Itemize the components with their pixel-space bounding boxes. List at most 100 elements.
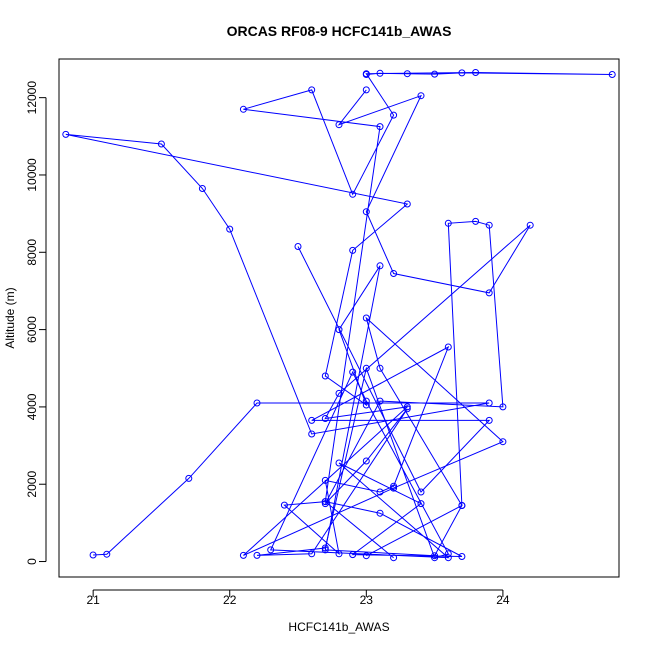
y-tick-label: 4000 [25, 393, 39, 420]
data-point [335, 326, 343, 334]
data-point [308, 416, 316, 424]
data-point [321, 372, 329, 380]
data-point [499, 438, 507, 446]
data-point [485, 221, 493, 229]
data-point [485, 399, 493, 407]
x-tick-label: 22 [223, 593, 237, 607]
data-point [335, 550, 343, 558]
data-point [253, 399, 261, 407]
series-points [62, 69, 616, 562]
data-point [321, 498, 329, 506]
data-point [431, 552, 439, 560]
series-lines [65, 71, 613, 559]
data-point [458, 553, 466, 560]
data-point [362, 552, 370, 560]
data-point [403, 405, 411, 413]
y-tick-label: 10000 [25, 158, 39, 192]
data-point [390, 554, 398, 562]
data-point [362, 86, 370, 94]
data-point [403, 200, 411, 208]
data-point [499, 403, 507, 411]
data-point [444, 554, 452, 562]
y-tick-label: 8000 [25, 239, 39, 266]
data-point [362, 401, 370, 409]
data-point [362, 208, 370, 216]
data-point [362, 364, 370, 372]
data-point [431, 70, 439, 78]
data-point [403, 70, 411, 78]
data-point [390, 270, 398, 277]
data-point [362, 457, 370, 465]
data-point [362, 397, 370, 405]
data-point [362, 70, 370, 78]
data-point [444, 219, 452, 227]
x-axis: 21 22 23 24 [86, 589, 510, 607]
data-point [376, 488, 384, 496]
data-point [239, 105, 247, 113]
data-point [458, 502, 466, 509]
y-tick-label: 0 [25, 558, 39, 565]
data-point [253, 551, 261, 559]
data-point [185, 474, 193, 482]
data-point [335, 389, 343, 397]
series-line [65, 89, 531, 557]
data-point [444, 343, 452, 351]
data-point [308, 550, 316, 558]
y-tick-label: 12000 [25, 81, 39, 115]
data-point [321, 544, 329, 552]
data-point [472, 69, 480, 76]
data-point [335, 121, 343, 129]
data-point [280, 501, 288, 509]
data-point [376, 397, 384, 405]
data-point [376, 262, 384, 270]
chart-title: ORCAS RF08-9 HCFC141b_AWAS [227, 23, 452, 39]
series-line [256, 220, 504, 559]
x-tick-label: 23 [360, 593, 374, 607]
y-axis-label: Altitude (m) [3, 287, 17, 348]
data-point [349, 368, 357, 376]
data-point [157, 140, 165, 148]
data-point [267, 546, 275, 554]
series-line [243, 71, 613, 556]
data-point [376, 69, 384, 77]
data-point [390, 484, 398, 492]
data-point [89, 551, 97, 559]
data-point [321, 476, 329, 484]
data-point [321, 546, 329, 554]
data-point [103, 550, 111, 558]
data-point [349, 190, 357, 198]
data-point [431, 554, 439, 562]
data-point [444, 550, 452, 558]
data-point [417, 92, 425, 100]
data-point [239, 551, 247, 559]
data-point [417, 500, 425, 508]
data-point [390, 111, 398, 119]
x-tick-label: 24 [496, 593, 510, 607]
data-point [294, 243, 302, 250]
data-point [417, 488, 425, 496]
data-point [308, 430, 316, 438]
plot-frame [58, 58, 620, 578]
data-point [62, 130, 70, 138]
data-point [349, 551, 357, 559]
data-point [376, 364, 384, 372]
data-point [485, 416, 493, 424]
y-tick-label: 6000 [25, 316, 39, 343]
x-tick-label: 21 [86, 593, 100, 607]
data-point [608, 71, 616, 78]
x-axis-label: HCFC141b_AWAS [288, 620, 389, 634]
data-point [526, 221, 534, 229]
y-axis: 0 2000 4000 6000 8000 10000 12000 [25, 81, 47, 565]
data-point [376, 123, 384, 131]
data-point [335, 459, 343, 467]
data-point [321, 415, 329, 422]
data-point [198, 185, 206, 192]
data-point [485, 289, 493, 297]
data-point [376, 509, 384, 517]
data-point [349, 246, 357, 254]
data-point [308, 86, 316, 94]
data-point [321, 500, 329, 508]
data-point [458, 69, 466, 77]
data-point [472, 217, 480, 225]
